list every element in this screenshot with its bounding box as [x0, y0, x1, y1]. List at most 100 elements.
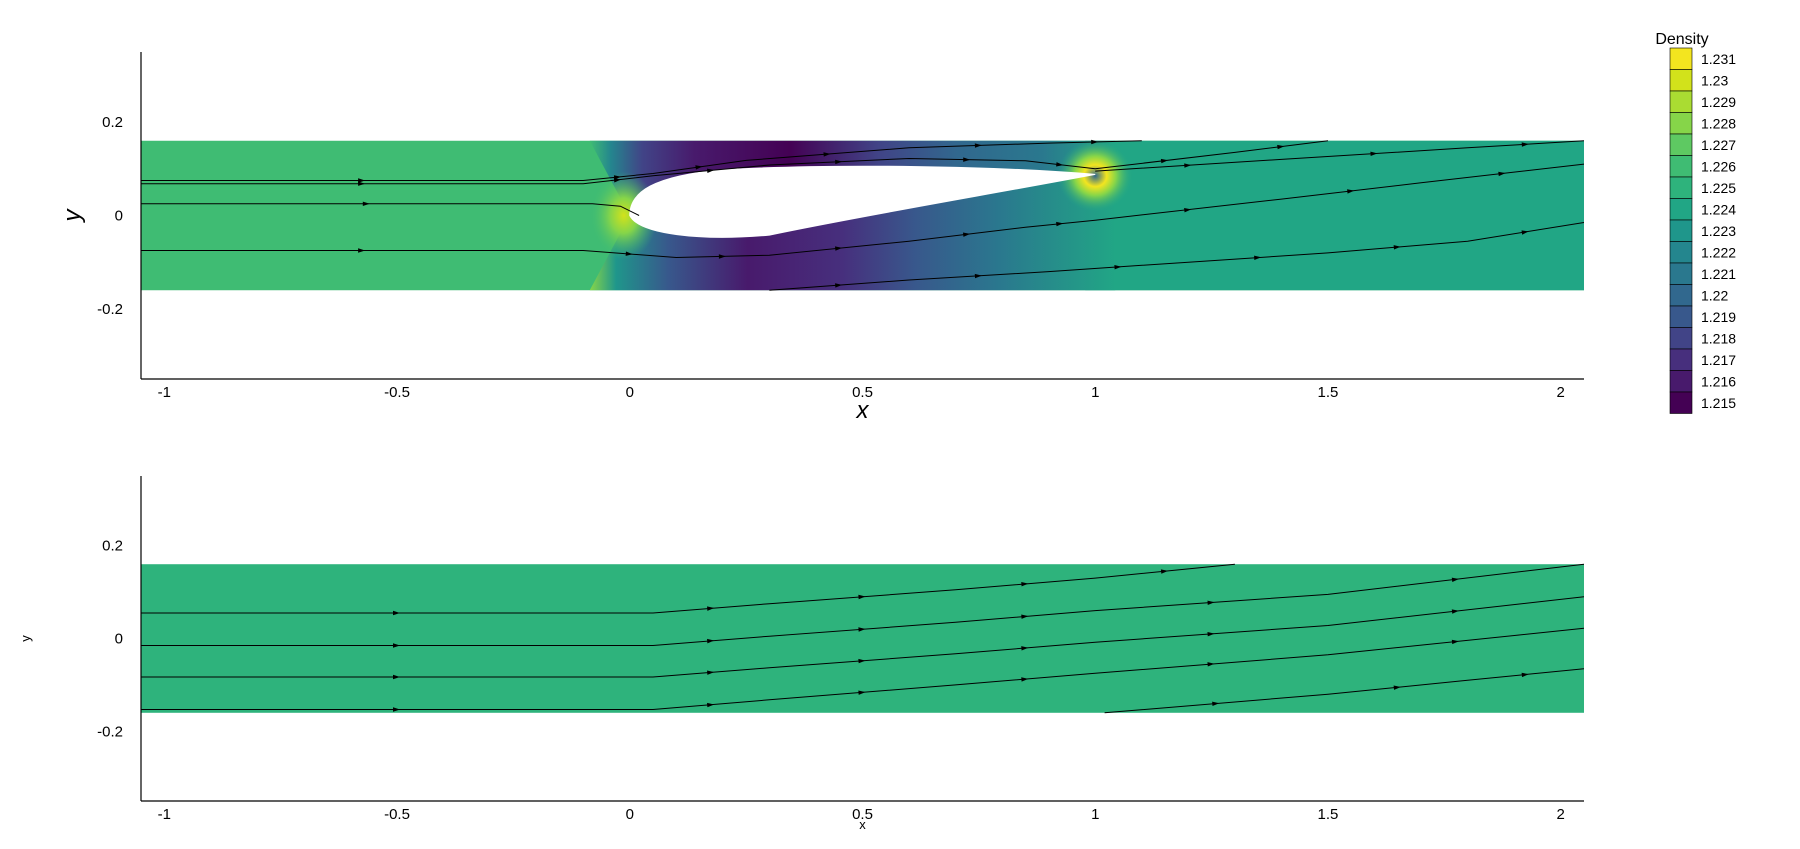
colorbar-level-label: 1.22 — [1701, 287, 1728, 303]
colorbar-level-label: 1.221 — [1701, 266, 1736, 282]
streamline-arrow — [707, 670, 715, 675]
x-tick-label: 2 — [1557, 806, 1565, 823]
streamline-arrow — [858, 594, 866, 600]
streamline-arrow — [1056, 221, 1064, 227]
wake-region — [1085, 140, 1584, 291]
streamline-arrow — [695, 165, 703, 170]
streamline-arrow — [858, 658, 866, 664]
streamline-arrow — [1160, 569, 1169, 574]
streamline-arrow — [707, 702, 715, 708]
y-tick-label: 0.2 — [102, 114, 123, 131]
bottom-field — [141, 564, 1584, 713]
colorbar-level-label: 1.215 — [1701, 395, 1736, 411]
colorbar-level-label: 1.225 — [1701, 180, 1736, 196]
streamline-arrow — [707, 606, 715, 611]
streamline — [141, 140, 1329, 185]
colorbar-level-label: 1.216 — [1701, 373, 1736, 389]
x-tick-label: 0 — [626, 806, 634, 823]
streamline-arrow — [393, 643, 400, 648]
streamline-arrow — [1184, 163, 1192, 168]
x-tick-label: 0.5 — [852, 806, 873, 823]
streamline-arrow — [718, 254, 726, 259]
top-streamlines — [141, 139, 1584, 291]
streamline-arrow — [1393, 685, 1401, 690]
colorbar-swatch — [1669, 90, 1693, 113]
streamline-arrow — [707, 638, 715, 644]
top-x-axis-label: x — [856, 397, 870, 424]
streamline-arrow — [1277, 144, 1285, 150]
streamline-arrow — [1056, 162, 1064, 167]
streamline-arrow — [358, 178, 366, 183]
streamline-arrow — [1207, 662, 1215, 667]
density-colorbar: Density 1.231 1.23 1.229 1.228 1.227 1.226 1.2… — [1655, 31, 1736, 414]
colorbar-level-label: 1.228 — [1701, 115, 1736, 131]
colorbar-level-label: 1.217 — [1701, 352, 1736, 368]
colorbar-level-label: 1.226 — [1701, 158, 1736, 174]
colorbar-swatch — [1669, 47, 1693, 70]
streamline-arrow — [613, 178, 622, 183]
colorbar-swatch — [1669, 370, 1693, 393]
top-y-axis-label: y — [59, 208, 86, 224]
density-field — [141, 564, 1584, 713]
colorbar-level-label: 1.222 — [1701, 244, 1736, 260]
streamline-arrow — [974, 273, 982, 279]
streamline-arrow — [1521, 142, 1529, 147]
streamline-arrow — [1021, 614, 1029, 619]
streamline-arrow — [1451, 609, 1459, 614]
streamline-arrow — [823, 152, 831, 157]
colorbar-swatch — [1669, 176, 1693, 199]
streamline-arrow — [1184, 207, 1192, 213]
streamline-arrow — [1254, 255, 1262, 260]
streamline-arrow — [1521, 672, 1529, 678]
airfoil — [629, 165, 1096, 238]
streamline — [141, 563, 1584, 646]
y-tick-label: 0.2 — [102, 538, 123, 555]
colorbar-level-label: 1.229 — [1701, 94, 1736, 110]
colorbar-swatch — [1669, 198, 1693, 221]
colorbar-level-label: 1.223 — [1701, 223, 1736, 239]
streamline-arrow — [1207, 631, 1215, 637]
streamline-arrow — [1347, 189, 1355, 194]
pressure-band — [589, 173, 1116, 291]
streamline-arrow — [858, 627, 866, 632]
streamline-arrow — [1498, 171, 1506, 177]
streamline-arrow — [962, 232, 971, 237]
streamline-arrow — [393, 610, 400, 616]
streamline-arrow — [1021, 582, 1029, 587]
streamline-arrow — [393, 674, 400, 680]
colorbar-swatch — [1669, 241, 1693, 264]
streamline-arrow — [974, 143, 982, 148]
streamline — [769, 222, 1584, 291]
x-tick-label: -0.5 — [384, 806, 410, 823]
colorbar-level-label: 1.231 — [1701, 51, 1736, 67]
x-tick-label: 1.5 — [1318, 806, 1339, 823]
x-tick-label: 1 — [1091, 806, 1099, 823]
bottom-streamlines — [141, 563, 1584, 714]
streamline-arrow — [393, 707, 400, 712]
bottom-x-axis-label: x — [859, 817, 866, 832]
streamline-arrow — [1207, 600, 1215, 605]
x-tick-label: 1.5 — [1318, 384, 1339, 401]
trailing-edge-disturbance — [1057, 139, 1134, 212]
colorbar-level-label: 1.218 — [1701, 330, 1736, 346]
colorbar-swatch — [1669, 219, 1693, 242]
streamline-arrow — [358, 181, 366, 186]
streamline-arrow — [707, 168, 715, 173]
colorbar-swatch — [1669, 305, 1693, 328]
colorbar-swatch — [1669, 284, 1693, 307]
streamline-arrow — [1114, 264, 1122, 270]
streamline-arrow — [1021, 646, 1029, 651]
colorbar-swatch — [1669, 69, 1693, 92]
streamline-arrow — [1370, 151, 1378, 157]
streamline-arrow — [362, 201, 370, 206]
x-tick-label: -0.5 — [384, 384, 410, 401]
streamline — [141, 140, 1142, 181]
streamline-arrow — [1393, 245, 1401, 250]
y-tick-label: 0 — [115, 631, 123, 648]
colorbar-level-label: 1.224 — [1701, 201, 1736, 217]
streamline-arrow — [835, 159, 843, 165]
x-tick-label: -1 — [158, 806, 171, 823]
colorbar-swatch — [1669, 262, 1693, 285]
